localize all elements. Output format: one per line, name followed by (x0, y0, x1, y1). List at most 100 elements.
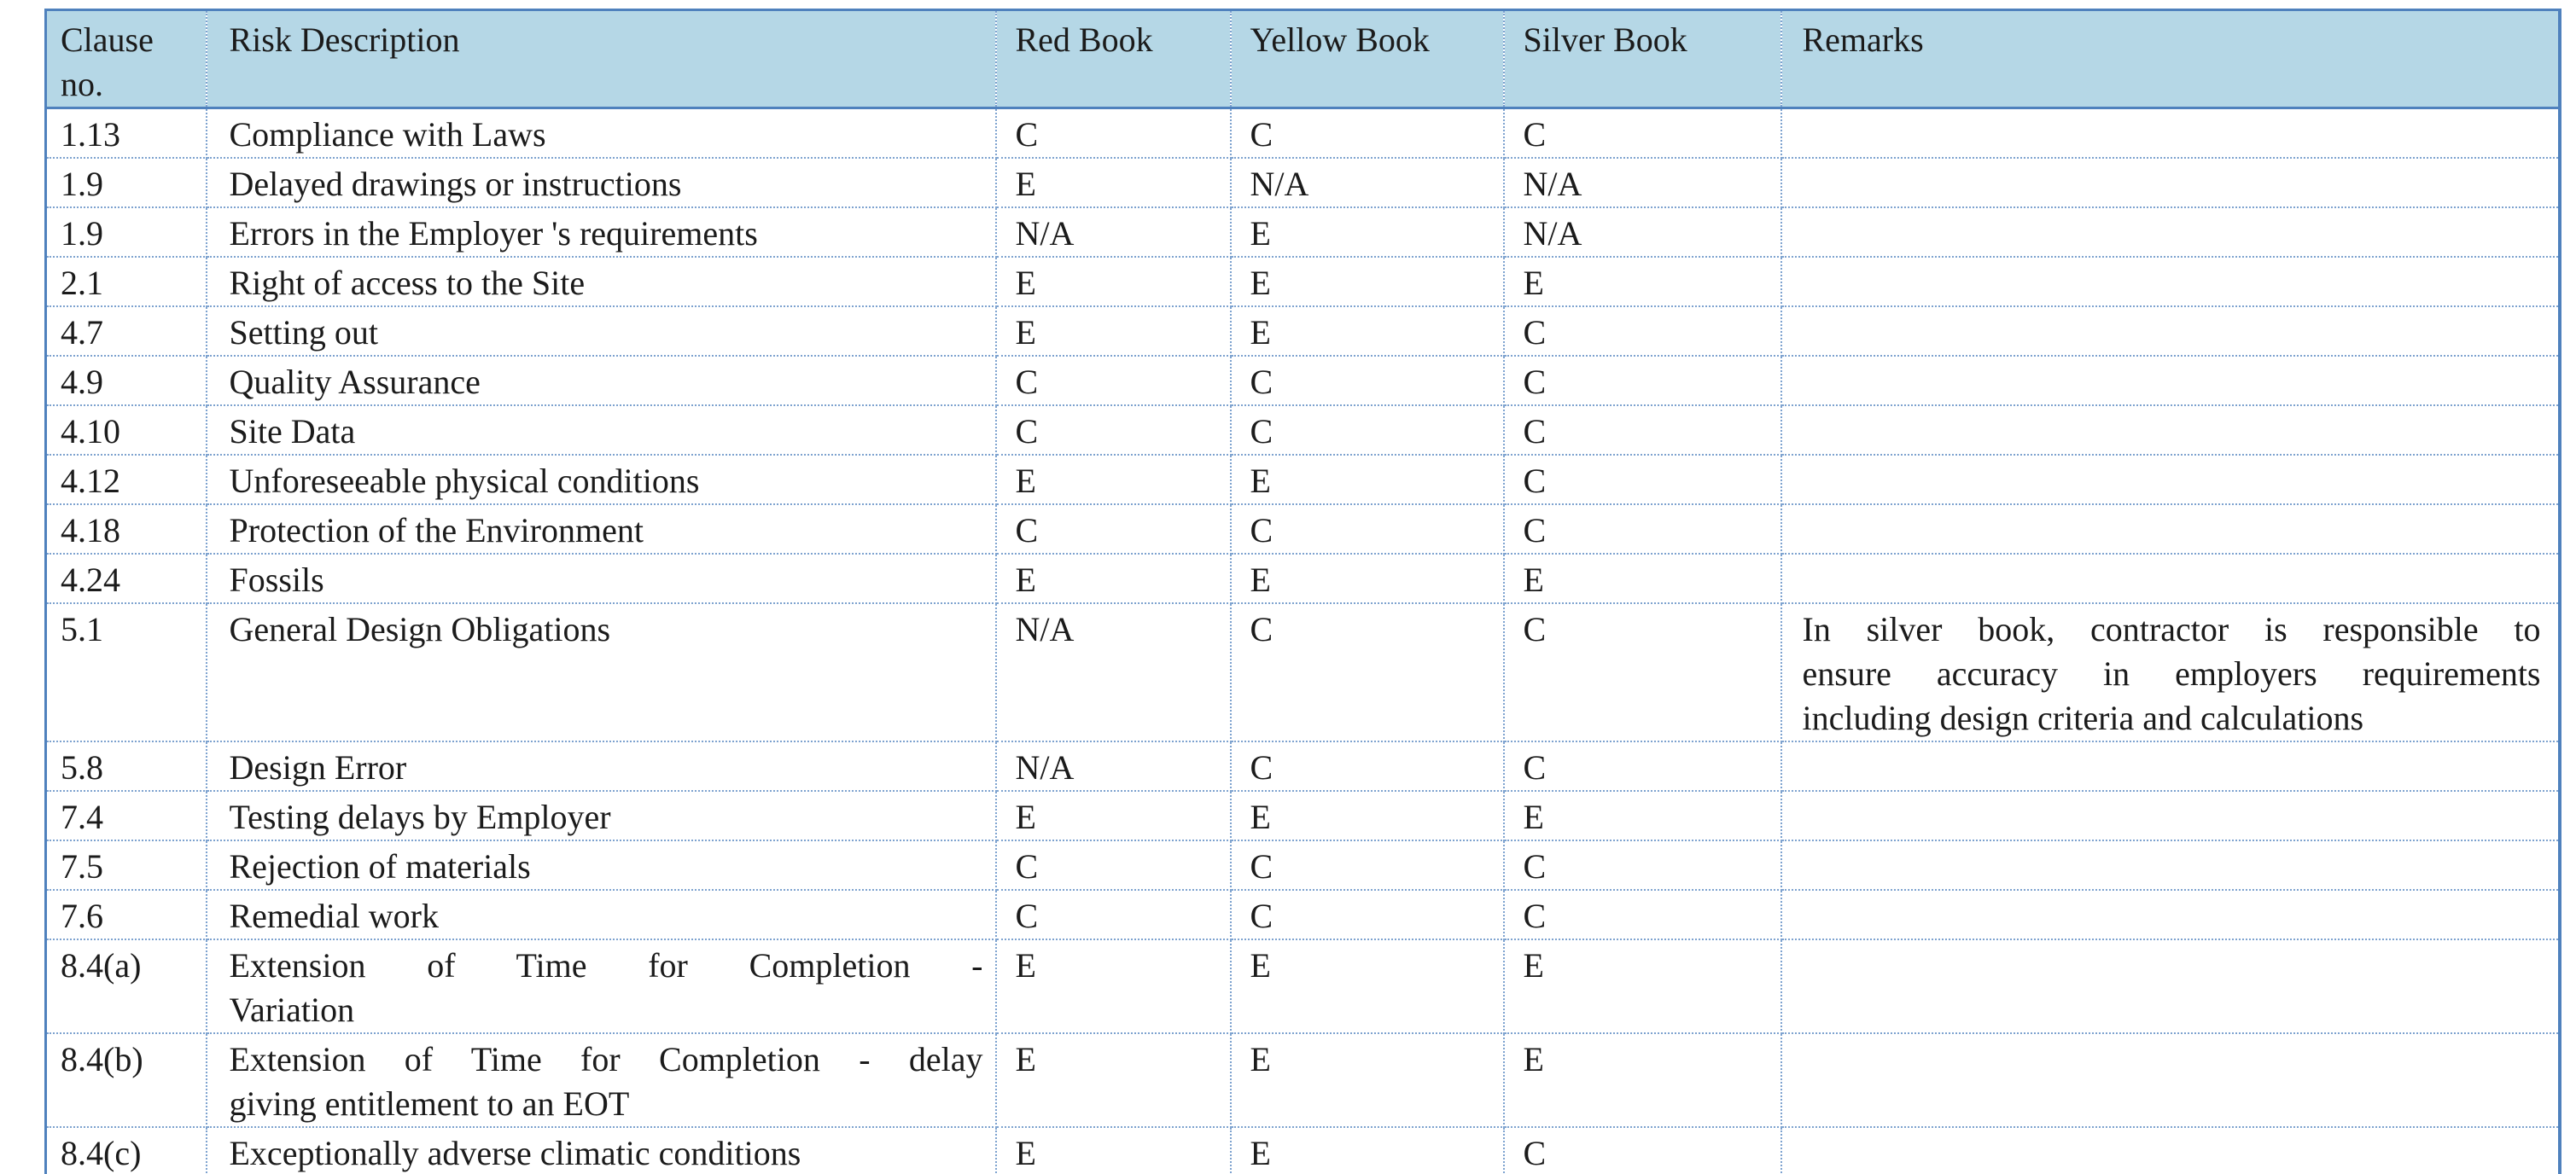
cell-description: Right of access to the Site (206, 257, 997, 307)
cell-red: N/A (995, 741, 1232, 792)
cell-red: C (995, 356, 1232, 406)
cell-silver: E (1503, 1033, 1782, 1128)
cell-silver: C (1503, 890, 1782, 940)
table-row: 2.1 Right of access to the Site E E E (45, 257, 2560, 307)
table-row: 7.6 Remedial work C C C (45, 890, 2560, 940)
cell-silver: E (1503, 939, 1782, 1034)
cell-remarks-line: In silver book, contractor is responsibl… (1802, 610, 2541, 648)
cell-clause: 4.24 (45, 554, 207, 604)
cell-yellow: E (1230, 1127, 1505, 1174)
table-row: 4.7 Setting out E E C (45, 306, 2560, 357)
cell-description: Quality Assurance (206, 356, 997, 406)
cell-yellow: C (1230, 108, 1505, 159)
cell-silver: C (1503, 455, 1782, 505)
cell-silver: C (1503, 405, 1782, 456)
cell-remarks (1780, 890, 2560, 940)
cell-remarks: In silver book, contractor is responsibl… (1780, 603, 2560, 742)
cell-silver: N/A (1503, 207, 1782, 258)
cell-clause: 8.4(a) (45, 939, 207, 1034)
cell-yellow: C (1230, 356, 1505, 406)
cell-silver: E (1503, 554, 1782, 604)
column-header-remarks: Remarks (1780, 9, 2560, 109)
cell-remarks (1780, 939, 2560, 1034)
cell-remarks (1780, 554, 2560, 604)
cell-yellow: E (1230, 939, 1505, 1034)
table-row: 8.4(a) Extension of Time for Completion -… (45, 939, 2560, 1034)
cell-yellow: N/A (1230, 158, 1505, 208)
cell-yellow: C (1230, 890, 1505, 940)
cell-description-line: giving entitlement to an EOT (229, 1084, 630, 1123)
table-row: 1.9 Errors in the Employer 's requirement… (45, 207, 2560, 258)
cell-description: Protection of the Environment (206, 504, 997, 555)
cell-yellow: E (1230, 455, 1505, 505)
cell-red: E (995, 257, 1232, 307)
cell-red: C (995, 504, 1232, 555)
cell-red: E (995, 554, 1232, 604)
column-header-clause: Clause no. (45, 9, 207, 109)
cell-clause: 2.1 (45, 257, 207, 307)
cell-description: General Design Obligations (206, 603, 997, 742)
cell-clause: 8.4(c) (45, 1127, 207, 1174)
cell-red: N/A (995, 603, 1232, 742)
cell-silver: C (1503, 504, 1782, 555)
cell-clause: 4.18 (45, 504, 207, 555)
table-row: 4.24 Fossils E E E (45, 554, 2560, 604)
cell-clause: 5.1 (45, 603, 207, 742)
cell-remarks-line: including design criteria and calculatio… (1802, 699, 2364, 737)
table-row: 4.18 Protection of the Environment C C C (45, 504, 2560, 555)
cell-silver: C (1503, 356, 1782, 406)
cell-clause: 4.9 (45, 356, 207, 406)
cell-yellow: C (1230, 603, 1505, 742)
table-header-row: Clause no. Risk Description Red Book Yellow… (45, 9, 2560, 109)
cell-clause: 7.6 (45, 890, 207, 940)
cell-description: Delayed drawings or instructions (206, 158, 997, 208)
cell-red: E (995, 939, 1232, 1034)
cell-yellow: E (1230, 1033, 1505, 1128)
cell-remarks (1781, 1127, 2560, 1174)
cell-description: Setting out (206, 306, 997, 357)
column-header-yellow: Yellow Book (1230, 9, 1505, 109)
cell-silver: C (1503, 108, 1782, 159)
column-header-description: Risk Description (206, 9, 997, 109)
cell-remarks (1780, 741, 2560, 792)
cell-remarks (1780, 108, 2560, 159)
cell-red: E (995, 158, 1232, 208)
cell-clause: 1.9 (45, 158, 207, 208)
cell-remarks (1780, 840, 2560, 891)
column-header-silver: Silver Book (1503, 9, 1782, 109)
cell-clause: 7.5 (45, 840, 207, 891)
cell-yellow: E (1230, 306, 1505, 357)
cell-silver: C (1503, 603, 1782, 742)
cell-yellow: C (1230, 504, 1505, 555)
cell-red: E (995, 1033, 1232, 1128)
cell-yellow: E (1230, 554, 1505, 604)
cell-clause: 7.4 (45, 791, 207, 841)
cell-clause: 4.10 (45, 405, 207, 456)
cell-yellow: E (1230, 791, 1505, 841)
cell-red: C (995, 405, 1232, 456)
cell-remarks (1780, 356, 2560, 406)
table-row: 1.9 Delayed drawings or instructions E N/A N… (45, 158, 2560, 208)
cell-silver: E (1503, 257, 1782, 307)
cell-red: E (995, 455, 1232, 505)
cell-description-line: Extension of Time for Completion - (229, 946, 983, 985)
cell-silver: C (1503, 1127, 1782, 1174)
cell-remarks (1780, 405, 2560, 456)
cell-silver: E (1503, 791, 1782, 841)
table-row: 5.1 General Design Obligations N/A C C In sil… (45, 603, 2560, 742)
cell-silver: C (1503, 306, 1782, 357)
cell-remarks (1780, 791, 2560, 841)
cell-yellow: C (1230, 741, 1505, 792)
table-row: 8.4(b) Extension of Time for Completion -… (45, 1033, 2560, 1128)
cell-description: Design Error (206, 741, 997, 792)
cell-clause: 8.4(b) (45, 1033, 207, 1128)
table-row: 7.4 Testing delays by Employer E E E (45, 791, 2560, 841)
risk-allocation-table: Clause no. Risk Description Red Book Yellow… (44, 9, 2561, 1174)
cell-description: Compliance with Laws (206, 108, 997, 159)
cell-description: Site Data (206, 405, 997, 456)
cell-red: N/A (995, 207, 1232, 258)
cell-description: Extension of Time for Completion - Variat… (206, 939, 997, 1034)
cell-description: Exceptionally adverse climatic condition… (206, 1127, 997, 1174)
cell-silver: C (1503, 741, 1782, 792)
